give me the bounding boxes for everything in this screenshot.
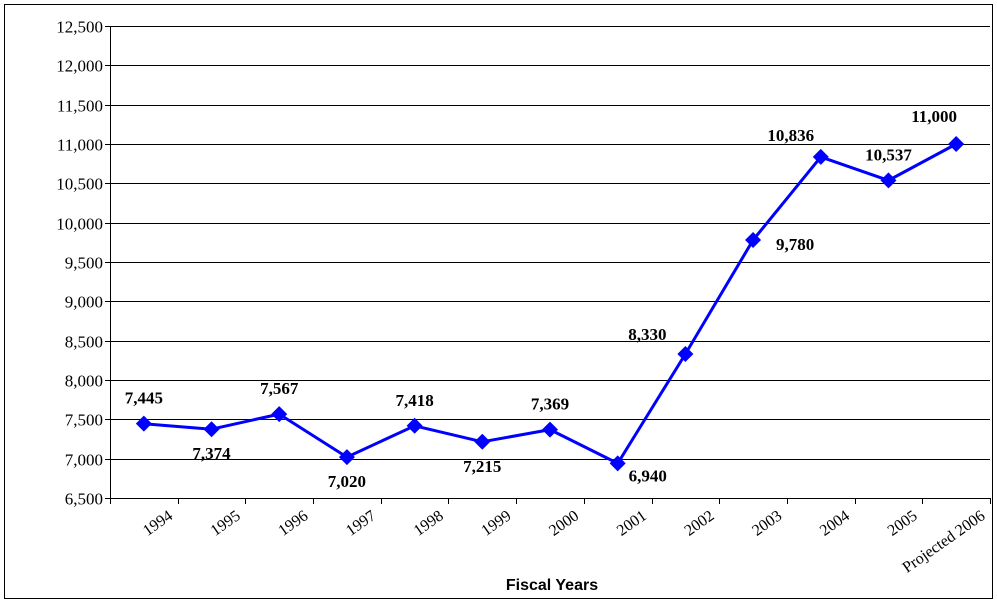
data-label: 7,567 — [260, 379, 299, 398]
data-point-marker — [880, 172, 897, 189]
y-tick-label: 7,500 — [65, 411, 103, 430]
y-tick-label: 8,000 — [65, 372, 103, 391]
y-tick-label: 7,000 — [65, 451, 103, 470]
data-label: 7,020 — [328, 472, 366, 491]
data-point-marker — [542, 421, 558, 438]
data-label: 10,537 — [865, 145, 912, 164]
data-point-marker — [338, 449, 355, 466]
data-label: 7,418 — [395, 391, 433, 410]
data-label: 10,836 — [767, 126, 814, 145]
axes — [110, 26, 990, 499]
data-label: 6,940 — [629, 466, 667, 485]
data-labels: 7,445 7,374 7,567 7,020 7,418 7,215 7,369 6,940… — [125, 107, 957, 491]
data-point-marker — [745, 231, 762, 248]
data-point-marker — [271, 406, 288, 423]
y-tick-label: 8,500 — [65, 333, 103, 352]
y-tick-label: 10,500 — [56, 175, 103, 194]
data-point-marker — [609, 455, 626, 472]
data-label: 7,369 — [531, 395, 569, 414]
data-label: 7,445 — [125, 389, 163, 408]
data-point-marker — [812, 148, 829, 165]
y-tick-label: 9,000 — [65, 293, 103, 312]
y-tick-label: 11,500 — [57, 97, 103, 116]
data-point-marker — [677, 346, 694, 363]
data-point-marker — [406, 417, 423, 434]
y-tick-label: 10,000 — [56, 215, 103, 234]
data-label: 9,780 — [776, 235, 814, 254]
series-line — [135, 136, 965, 472]
y-tick-label: 12,000 — [56, 57, 103, 76]
data-point-marker — [948, 136, 965, 152]
data-label: 7,215 — [463, 457, 501, 476]
data-point-marker — [203, 421, 220, 438]
y-tick-label: 12,500 — [56, 18, 103, 37]
y-tick-label: 6,500 — [65, 490, 103, 509]
y-tick-label: 11,000 — [57, 136, 103, 155]
data-point-marker — [474, 433, 491, 450]
x-axis-title: Fiscal Years — [506, 577, 598, 594]
data-label: 7,374 — [192, 444, 231, 463]
y-axis-ticks: 6,500 7,000 7,500 8,000 8,500 9,000 9,500 10,00… — [56, 18, 110, 509]
data-label: 11,000 — [911, 107, 957, 126]
data-point-marker — [135, 415, 152, 432]
y-tick-label: 9,500 — [65, 254, 103, 273]
data-label: 8,330 — [628, 325, 666, 344]
